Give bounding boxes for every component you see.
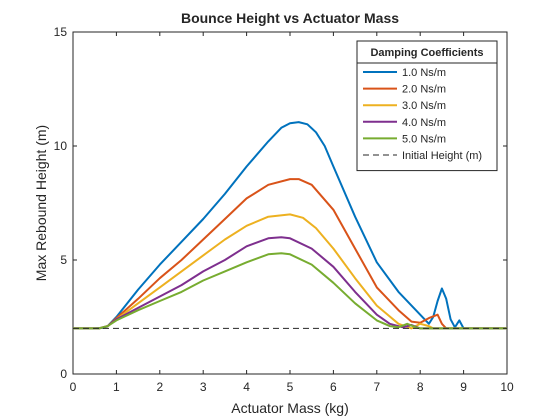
x-tick-label: 0 — [70, 380, 77, 394]
legend-label-1: 2.0 Ns/m — [402, 84, 446, 96]
x-tick-label: 5 — [287, 380, 294, 394]
legend: Damping Coefficients 1.0 Ns/m 2.0 Ns/m 3.0 … — [356, 40, 498, 172]
chart-title: Bounce Height vs Actuator Mass — [181, 10, 399, 26]
x-tick-label: 9 — [460, 380, 467, 394]
x-tick-label: 10 — [500, 380, 514, 394]
y-tick-label: 0 — [60, 367, 67, 381]
series-line-1 — [73, 178, 507, 330]
y-tick-label: 15 — [54, 25, 68, 39]
legend-label-0: 1.0 Ns/m — [402, 67, 446, 79]
x-tick-label: 2 — [156, 380, 163, 394]
y-tick-label: 10 — [54, 139, 68, 153]
x-tick-label: 3 — [200, 380, 207, 394]
y-tick-label: 5 — [60, 253, 67, 267]
y-axis-label: Max Rebound Height (m) — [33, 125, 49, 281]
x-tick-label: 1 — [113, 380, 120, 394]
x-tick-label: 7 — [373, 380, 380, 394]
series-line-4 — [73, 252, 507, 330]
x-tick-label: 6 — [330, 380, 337, 394]
legend-label-4: 5.0 Ns/m — [402, 133, 446, 145]
series-line-3 — [73, 236, 507, 330]
series-line-2 — [73, 213, 507, 330]
x-axis-label: Actuator Mass (kg) — [231, 400, 348, 416]
x-tick-label: 4 — [243, 380, 250, 394]
series-line-0 — [73, 121, 507, 330]
legend-label-2: 3.0 Ns/m — [402, 100, 446, 112]
legend-title: Damping Coefficients — [370, 47, 483, 59]
legend-label-3: 4.0 Ns/m — [402, 117, 446, 129]
legend-label-5: Initial Height (m) — [402, 150, 482, 162]
x-tick-label: 8 — [417, 380, 424, 394]
